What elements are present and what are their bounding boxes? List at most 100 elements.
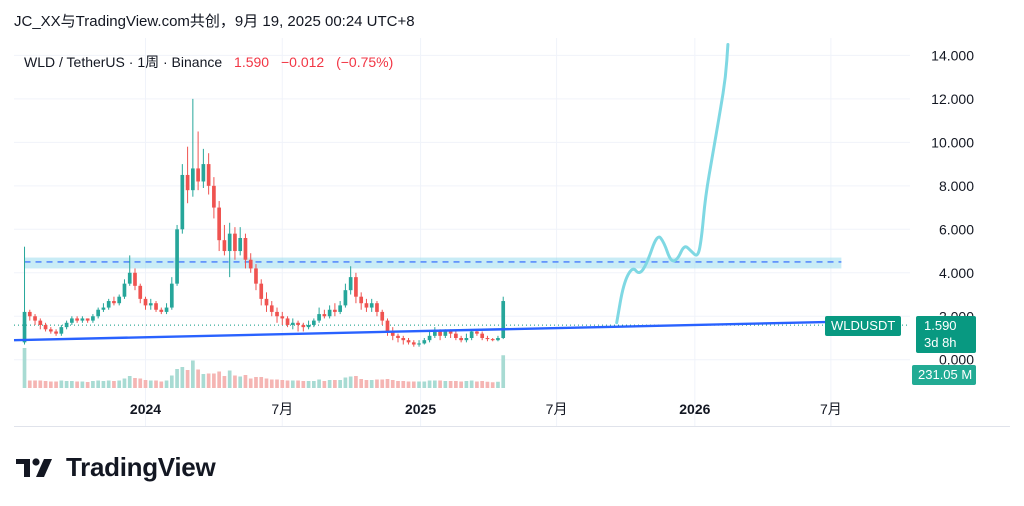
volume-bar (264, 378, 269, 388)
y-tick-label: 14.000 (931, 47, 974, 63)
volume-bar (259, 377, 264, 388)
volume-bar (43, 381, 48, 388)
candle-body (464, 338, 469, 341)
candle-body (206, 164, 211, 186)
volume-bar (390, 380, 395, 388)
volume-bar (180, 367, 185, 388)
candle-body (33, 316, 37, 321)
volume-bar (206, 373, 211, 388)
y-tick-label: 12.000 (931, 91, 974, 107)
volume-bar (164, 380, 169, 388)
candle-body (254, 268, 258, 284)
tradingview-logo-icon (16, 457, 52, 477)
candle-body (64, 322, 69, 328)
volume-bar (175, 369, 179, 388)
candle-body (122, 283, 127, 297)
candle-body (85, 318, 90, 321)
candle-body (201, 164, 206, 182)
tradingview-logo[interactable]: TradingView (14, 452, 216, 483)
candle-body (322, 314, 327, 317)
volume-bar (312, 381, 316, 388)
volume-bar (233, 375, 237, 388)
candle-body (364, 303, 369, 308)
candle-body (401, 338, 406, 341)
candle-body (438, 331, 442, 336)
candle-body (154, 303, 158, 310)
candle-body (75, 318, 79, 321)
candle-body (43, 324, 48, 330)
volume-bar (422, 381, 427, 388)
candle-body (306, 324, 311, 328)
tradingview-wordmark: TradingView (66, 452, 216, 482)
candle-body (417, 343, 421, 345)
candle-body (390, 331, 395, 336)
candle-body (159, 309, 164, 312)
volume-bar (364, 380, 369, 388)
volume-bar (454, 381, 458, 388)
volume-bar (464, 381, 469, 388)
volume-bar (296, 380, 300, 388)
volume-bar (112, 381, 116, 388)
candle-body (106, 301, 111, 308)
volume-bar (148, 380, 153, 388)
y-tick-label: 0.000 (939, 352, 974, 368)
candle-body (248, 259, 253, 269)
volume-bar (432, 380, 437, 388)
chart-frame (14, 38, 1010, 427)
volume-bar (122, 378, 127, 388)
candle-body (133, 272, 137, 286)
candle-body (217, 207, 221, 241)
candle-body (369, 303, 374, 308)
x-tick-label: 2025 (405, 401, 436, 417)
volume-bar (38, 380, 43, 388)
volume-bar (317, 379, 321, 388)
volume-bar (496, 381, 500, 388)
volume-bar (333, 380, 337, 388)
volume-bar (106, 380, 111, 388)
bar-countdown: 3d 8h (924, 335, 957, 350)
volume-bar (217, 371, 221, 388)
volume-bar (91, 381, 95, 388)
volume-bar (117, 380, 122, 388)
symbol-name: WLD / TetherUS · 1周 · Binance (24, 54, 223, 70)
volume-bar (285, 380, 290, 388)
volume-bar (48, 381, 53, 388)
volume-bar (201, 374, 206, 388)
candle-body (411, 342, 416, 345)
volume-bar (327, 380, 332, 388)
volume-bar (475, 381, 479, 388)
volume-bar (369, 380, 374, 388)
volume-bar (343, 377, 348, 388)
volume-bar (385, 379, 390, 388)
candle-body (290, 322, 295, 325)
volume-bar (138, 378, 143, 388)
candle-body (233, 233, 237, 252)
volume-bar (290, 380, 295, 388)
volume-bar (301, 381, 306, 388)
volume-bar (227, 370, 232, 388)
candle-body (375, 303, 379, 312)
symbol-price-badge: WLDUSDT (825, 316, 902, 336)
volume-bar (185, 370, 190, 388)
volume-bar (354, 376, 358, 388)
candle-body (80, 318, 85, 321)
candle-body (96, 309, 101, 317)
price-change: −0.012 (280, 54, 325, 70)
volume-bar (154, 380, 158, 388)
candle-body (191, 168, 195, 191)
candle-body (169, 283, 174, 308)
candle-body (212, 185, 216, 208)
volume-bar (243, 375, 248, 388)
volume-bar (348, 376, 353, 388)
candle-body (485, 338, 490, 340)
volume-bar (469, 380, 474, 388)
candle-body (327, 309, 332, 317)
volume-bar (417, 381, 421, 388)
projection-path (615, 43, 730, 325)
volume-bar (101, 381, 106, 388)
candle-body (117, 296, 122, 304)
candle-body (269, 305, 274, 312)
price-change-percent: (−0.75%) (336, 54, 394, 70)
candle-body (101, 307, 106, 310)
